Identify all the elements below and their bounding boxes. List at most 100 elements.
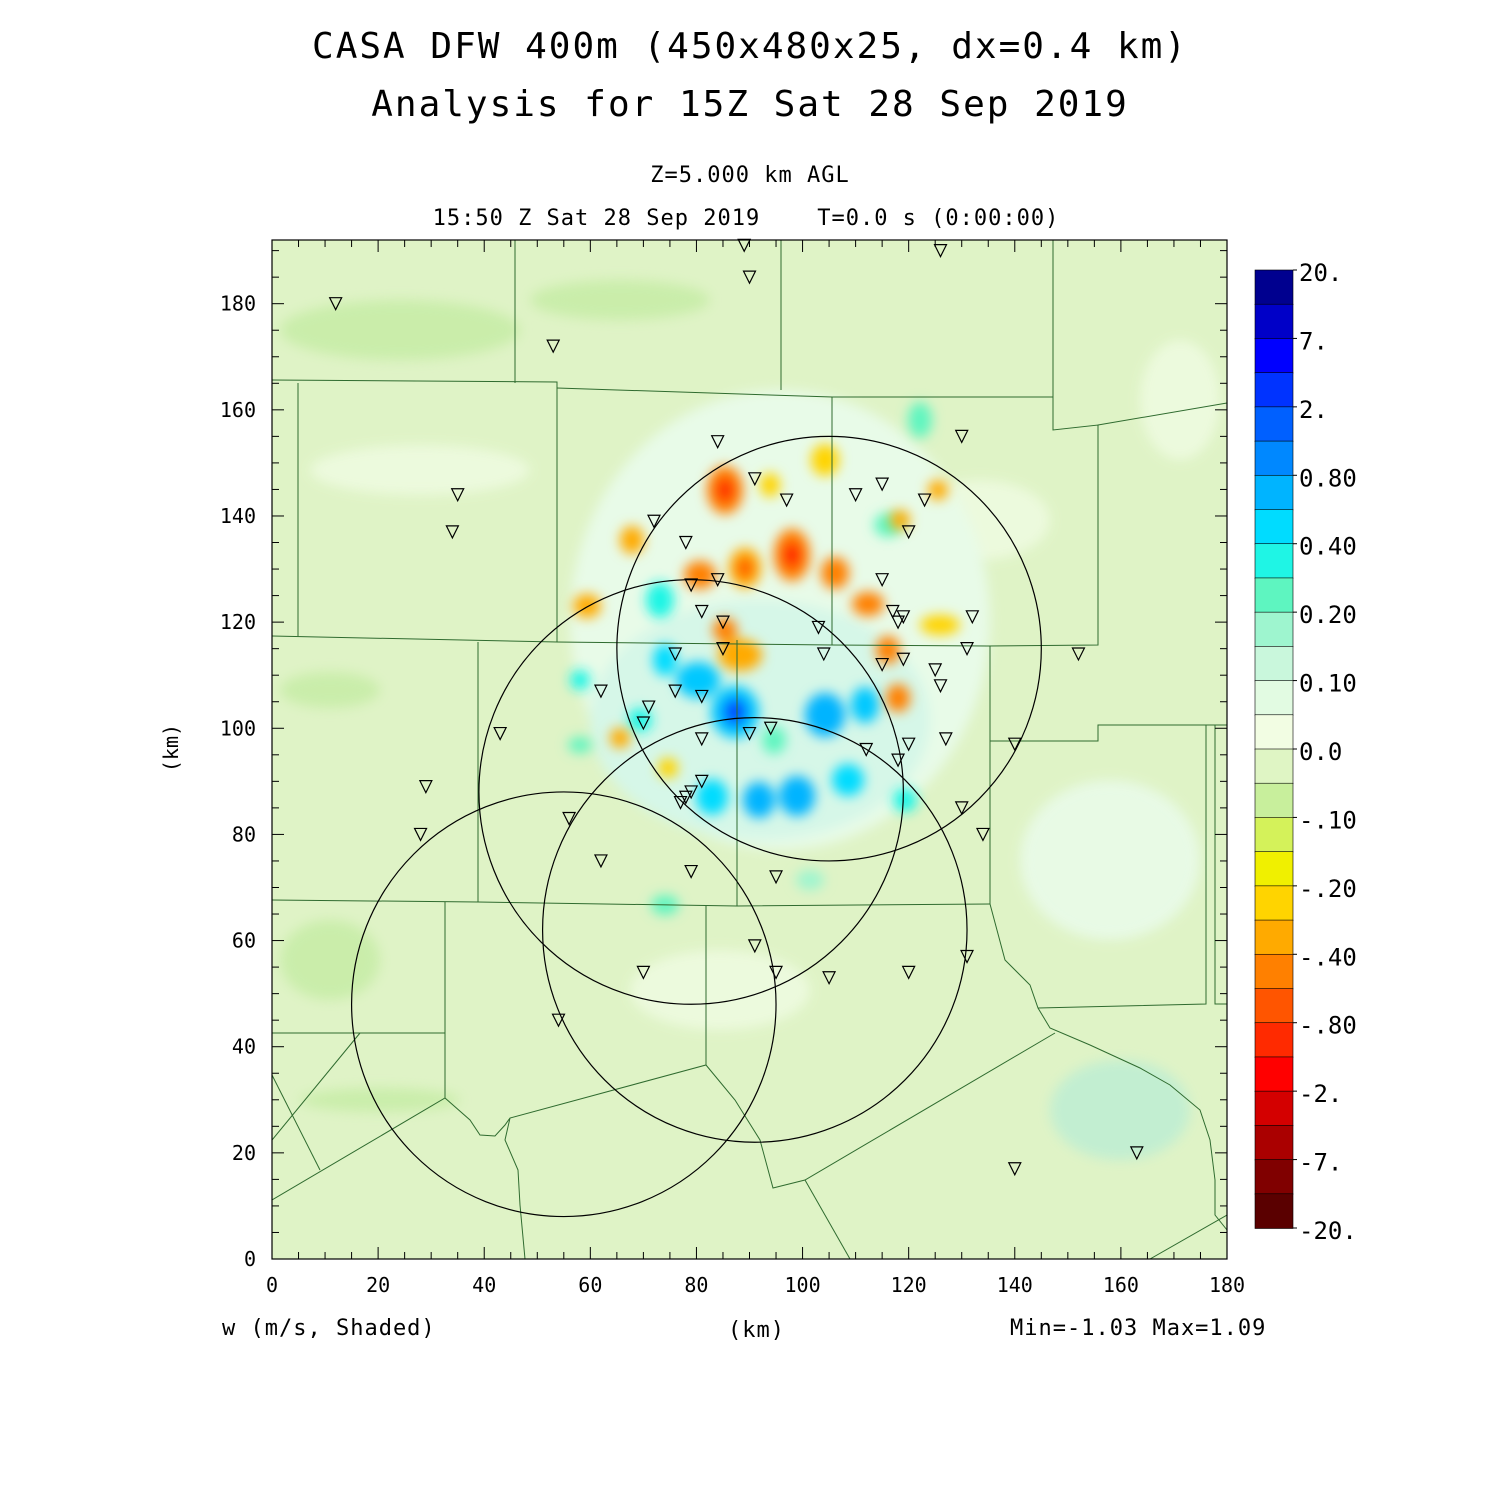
- radar-range-ring-2: [478, 579, 904, 1005]
- colorbar-label: 7.: [1299, 327, 1328, 355]
- colorbar-swatch: [1254, 1125, 1294, 1161]
- plot-title-line-1: CASA DFW 400m (450x480x25, dx=0.4 km): [312, 26, 1188, 67]
- colorbar-swatch: [1254, 817, 1294, 853]
- colorbar-swatch: [1254, 714, 1294, 750]
- colorbar-swatch: [1254, 577, 1294, 613]
- y-axis-label: (km): [159, 724, 183, 772]
- colorbar-swatch: [1254, 885, 1294, 921]
- colorbar: [1254, 269, 1294, 1229]
- station-marker: [917, 493, 932, 508]
- shaded-field: [272, 240, 1227, 1259]
- station-marker: [716, 615, 730, 630]
- colorbar-label: 0.0: [1299, 738, 1342, 766]
- colorbar-swatch: [1254, 953, 1294, 990]
- station-marker: [418, 780, 433, 794]
- station-marker: [954, 429, 969, 444]
- station-marker: [710, 435, 725, 450]
- y-tick-label: 0: [244, 1247, 256, 1271]
- colorbar-swatch: [1254, 1022, 1294, 1058]
- y-tick-label: 160: [220, 398, 256, 422]
- y-tick-label: 60: [232, 929, 256, 953]
- station-marker: [678, 535, 693, 550]
- station-marker: [1071, 647, 1086, 662]
- station-marker: [891, 615, 906, 630]
- updraft-cells: [568, 402, 932, 915]
- station-marker: [328, 297, 343, 312]
- station-marker: [742, 270, 757, 285]
- station-marker: [848, 488, 863, 503]
- station-marker: [885, 604, 900, 619]
- x-tick-label: 100: [784, 1273, 820, 1297]
- colorbar-swatch: [1254, 611, 1294, 648]
- station-marker: [1007, 737, 1022, 752]
- station-marker: [747, 472, 762, 487]
- colorbar-label: -.80: [1299, 1012, 1357, 1040]
- station-marker: [779, 493, 794, 508]
- colorbar-swatch: [1254, 1056, 1294, 1092]
- station-marker: [636, 716, 651, 731]
- station-marker: [975, 827, 990, 842]
- colorbar-label: 0.10: [1299, 670, 1357, 698]
- colorbar-label: -7.: [1299, 1149, 1342, 1177]
- station-marker: [673, 795, 688, 810]
- colorbar-label: -2.: [1299, 1080, 1342, 1108]
- station-marker: [822, 971, 837, 986]
- station-marker: [763, 721, 778, 736]
- station-marker: [668, 684, 683, 699]
- station-marker: [965, 610, 980, 625]
- y-tick-label: 100: [220, 716, 256, 740]
- min-max-label: Min=-1.03 Max=1.09: [1010, 1316, 1267, 1341]
- x-tick-label: 60: [578, 1273, 602, 1297]
- colorbar-label: 0.40: [1299, 533, 1357, 561]
- colorbar-label: -.20: [1299, 875, 1357, 903]
- colorbar-swatch: [1254, 269, 1294, 306]
- station-marker: [551, 1013, 566, 1028]
- radar-range-ring-1: [616, 435, 1042, 862]
- station-marker: [742, 726, 757, 741]
- y-tick-label: 140: [220, 504, 256, 528]
- station-marker: [933, 244, 948, 258]
- station-marker: [901, 525, 916, 540]
- field-label: w (m/s, Shaded): [222, 1316, 436, 1341]
- station-marker: [896, 610, 911, 625]
- colorbar-swatch: [1254, 440, 1294, 477]
- colorbar-swatch: [1254, 1090, 1294, 1127]
- station-marker: [769, 965, 783, 980]
- x-tick-label: 120: [891, 1273, 927, 1297]
- y-tick-label: 80: [232, 822, 256, 846]
- station-marker: [960, 642, 974, 657]
- station-marker: [896, 652, 911, 667]
- station-marker: [694, 689, 709, 704]
- station-marker: [710, 573, 725, 588]
- level-label: Z=5.000 km AGL: [650, 163, 850, 188]
- station-marker: [816, 647, 831, 662]
- station-marker: [450, 488, 465, 503]
- station-marker: [875, 573, 890, 588]
- station-marker: [891, 753, 906, 768]
- station-marker: [769, 870, 783, 885]
- colorbar-swatch: [1254, 680, 1294, 716]
- colorbar-swatch: [1254, 543, 1294, 579]
- radar-range-ring-4: [350, 791, 777, 1218]
- station-marker: [593, 684, 608, 699]
- x-tick-label: 80: [684, 1273, 708, 1297]
- station-marker: [593, 854, 608, 869]
- x-tick-label: 160: [1103, 1273, 1139, 1297]
- station-marker: [811, 620, 826, 635]
- y-tick-label: 120: [220, 610, 256, 634]
- colorbar-swatch: [1254, 851, 1294, 887]
- colorbar-swatch: [1254, 748, 1294, 785]
- colorbar-label: -20.: [1299, 1217, 1357, 1245]
- colorbar-swatch: [1254, 474, 1294, 511]
- radar-range-rings: [350, 435, 1042, 1218]
- station-marker: [493, 726, 508, 741]
- station-marker: [933, 679, 948, 694]
- colorbar-label: 2.: [1299, 396, 1328, 424]
- station-marker: [668, 647, 683, 662]
- station-marker: [678, 790, 693, 805]
- station-marker: [938, 732, 953, 747]
- colorbar-swatch: [1254, 509, 1294, 545]
- station-marker: [928, 663, 943, 678]
- station-marker: [901, 965, 916, 980]
